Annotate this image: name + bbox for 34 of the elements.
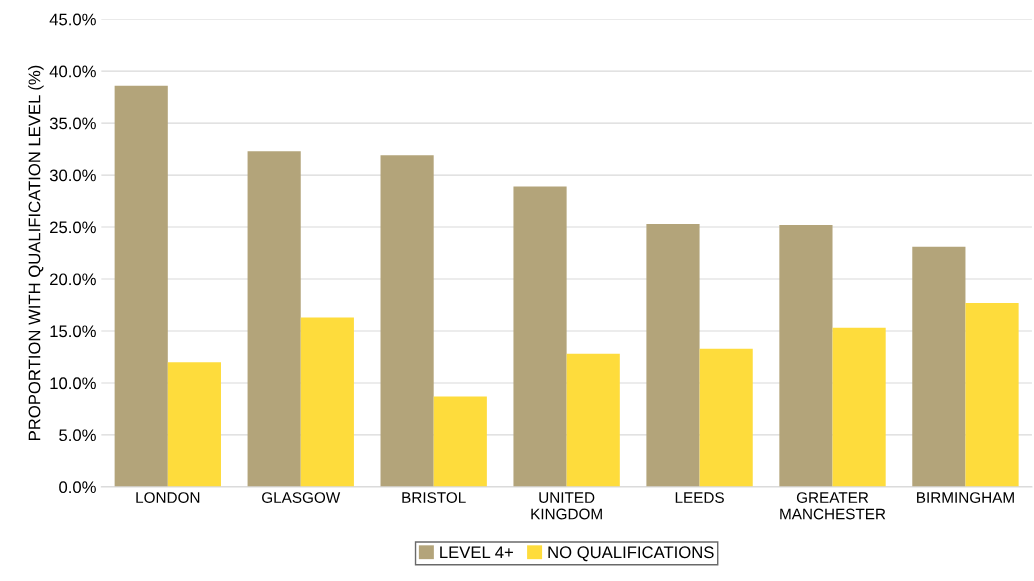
legend-label: LEVEL 4+ bbox=[440, 546, 513, 558]
bar bbox=[832, 327, 886, 487]
bar bbox=[167, 362, 221, 487]
bar bbox=[513, 186, 567, 487]
y-tick-label: 20.0% bbox=[50, 273, 96, 286]
bar bbox=[247, 151, 301, 487]
bar bbox=[300, 317, 354, 487]
legend-label: NO QUALIFICATIONS bbox=[548, 546, 714, 562]
x-tick-label: LEEDS bbox=[675, 492, 724, 503]
bar bbox=[566, 353, 620, 487]
y-tick-label: 30.0% bbox=[49, 169, 96, 182]
bar bbox=[699, 348, 753, 487]
bar bbox=[779, 224, 833, 487]
bar bbox=[433, 396, 487, 487]
x-tick-label: GREATER MANCHESTER bbox=[780, 492, 886, 520]
bar bbox=[114, 85, 168, 487]
x-tick-label: BIRMINGHAM bbox=[917, 492, 1014, 503]
y-tick-label: 45.0% bbox=[49, 13, 96, 26]
bar bbox=[380, 155, 434, 487]
x-tick-label: GLASGOW bbox=[262, 492, 341, 503]
y-tick-label: 15.0% bbox=[50, 325, 96, 338]
y-tick-label: 0.0% bbox=[59, 481, 96, 494]
bar bbox=[646, 223, 700, 487]
y-tick-label: 25.0% bbox=[50, 221, 96, 234]
x-tick-label: LONDON bbox=[136, 492, 200, 503]
x-tick-label: BRISTOL bbox=[402, 492, 466, 503]
y-axis-title: PROPORTION WITH QUALIFICATION LEVEL (%) bbox=[28, 65, 44, 440]
bar bbox=[912, 246, 966, 487]
y-tick-label: 5.0% bbox=[59, 429, 96, 442]
bar bbox=[965, 302, 1019, 487]
x-tick-label: UNITED KINGDOM bbox=[531, 492, 602, 520]
y-tick-label: 35.0% bbox=[49, 117, 96, 130]
y-tick-label: 40.0% bbox=[49, 65, 96, 78]
y-tick-label: 10.0% bbox=[50, 377, 96, 390]
